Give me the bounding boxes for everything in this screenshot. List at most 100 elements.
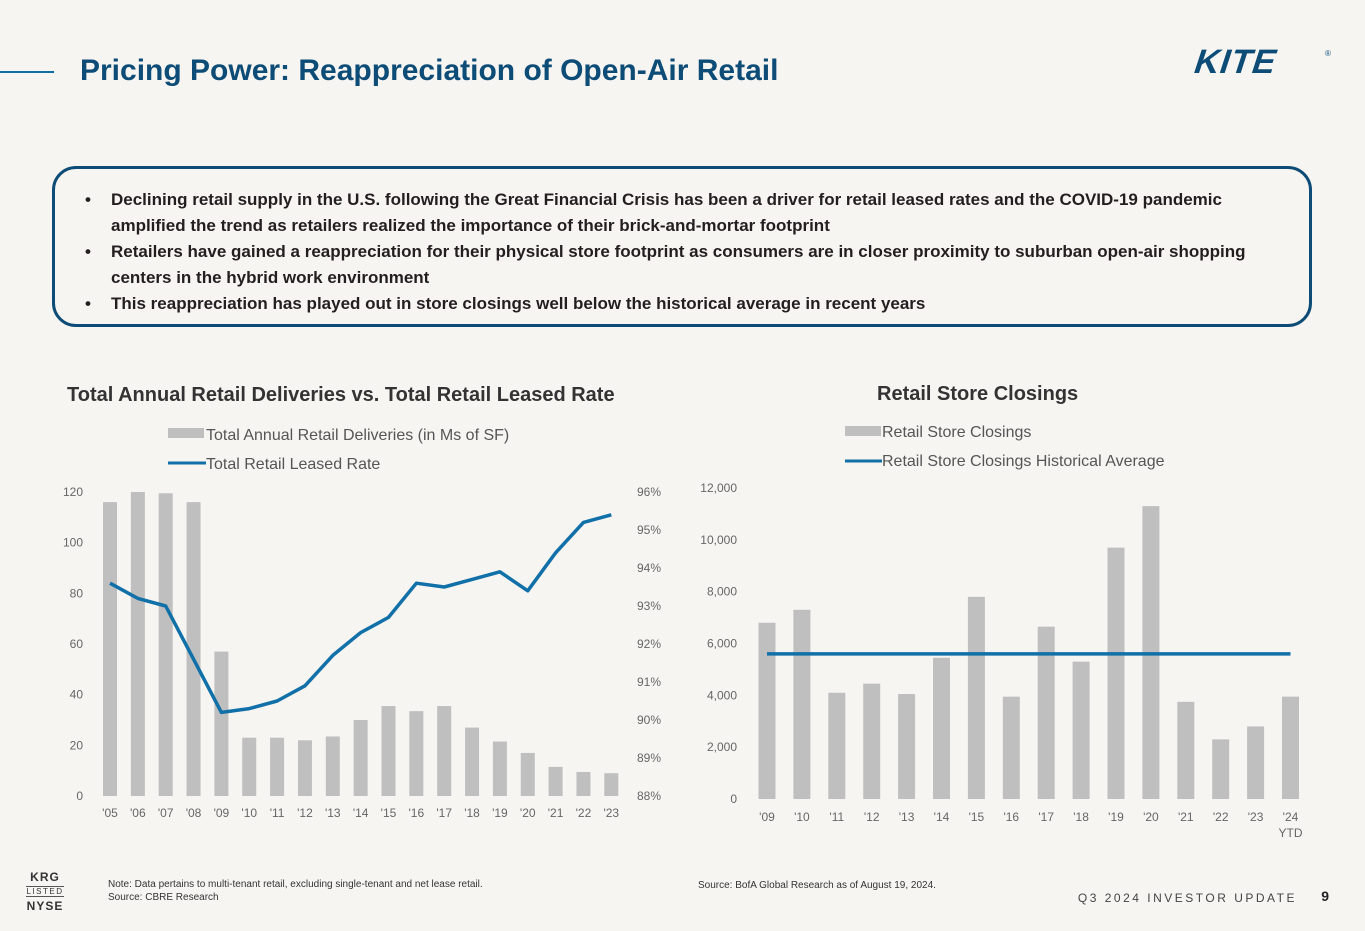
- right-axis-tick: 96%: [637, 485, 661, 499]
- closings-chart-title: Retail Store Closings: [877, 383, 1079, 405]
- legend-deliveries-label: Total Annual Retail Deliveries (in Ms of…: [206, 427, 509, 444]
- x-axis-label: '05: [102, 806, 118, 820]
- left-axis-tick: 20: [70, 738, 84, 752]
- closings-x-label: '10: [794, 810, 810, 824]
- closings-bar: [1002, 696, 1020, 799]
- x-axis-label: '13: [325, 806, 341, 820]
- x-axis-label: '14: [353, 806, 369, 820]
- closings-x-label: '16: [1003, 810, 1019, 824]
- deliveries-bar: [214, 651, 229, 796]
- closings-bar: [1177, 701, 1195, 799]
- legend-historical-average-label: Retail Store Closings Historical Average: [882, 453, 1165, 470]
- x-axis-label: '16: [409, 806, 425, 820]
- key-points-callout: Declining retail supply in the U.S. foll…: [52, 166, 1312, 327]
- deliveries-bar: [492, 741, 507, 796]
- closings-x-label: '11: [829, 810, 844, 824]
- deliveries-bar: [353, 720, 368, 796]
- leased-rate-line: [109, 513, 612, 715]
- right-chart-source: Source: BofA Global Research as of Augus…: [698, 880, 936, 891]
- closings-bar: [1072, 661, 1090, 799]
- x-axis-label: '11: [270, 806, 285, 820]
- closings-x-label: '21: [1178, 810, 1194, 824]
- deliveries-bar: [548, 766, 563, 796]
- closings-axis-tick: 6,000: [707, 637, 737, 651]
- left-axis-tick: 100: [63, 536, 83, 550]
- krg-ticker: KRG: [30, 870, 60, 884]
- closings-axis-tick: 10,000: [700, 533, 737, 547]
- x-axis-label: '06: [130, 806, 146, 820]
- deliveries-bar: [465, 727, 480, 796]
- closings-x-label: '24: [1283, 810, 1299, 824]
- closings-x-label: '22: [1213, 810, 1229, 824]
- legend-leased-rate-label: Total Retail Leased Rate: [206, 456, 380, 473]
- closings-bar: [828, 692, 846, 799]
- deliveries-bar: [381, 706, 396, 796]
- closings-x-label: '17: [1038, 810, 1054, 824]
- deliveries-chart-title: Total Annual Retail Deliveries vs. Total…: [67, 384, 615, 406]
- deliveries-bar: [242, 737, 257, 796]
- closings-bar: [967, 596, 985, 799]
- right-axis-tick: 94%: [637, 561, 661, 575]
- closings-axis-tick: 8,000: [707, 585, 737, 599]
- deliveries-bar: [130, 492, 145, 796]
- left-axis-tick: 120: [63, 485, 83, 499]
- krg-nyse-badge: KRG LISTED NYSE: [22, 870, 68, 913]
- x-axis-label: '08: [186, 806, 202, 820]
- left-axis-tick: 40: [70, 688, 84, 702]
- closings-x-label: '19: [1108, 810, 1124, 824]
- deliveries-bar: [325, 736, 340, 796]
- closings-x-label: '13: [899, 810, 915, 824]
- deliveries-bar: [437, 706, 452, 796]
- x-axis-label: '23: [603, 806, 619, 820]
- closings-x-label: '15: [969, 810, 985, 824]
- x-axis-label: '21: [548, 806, 564, 820]
- key-point-3: This reappreciation has played out in st…: [85, 291, 1275, 317]
- x-axis-label: '15: [381, 806, 397, 820]
- closings-bar: [1037, 626, 1055, 799]
- logo-text: KITE: [1189, 43, 1283, 78]
- logo-registered-mark: ®: [1325, 49, 1331, 58]
- closings-bar: [793, 609, 811, 799]
- deliveries-bar: [186, 502, 201, 796]
- closings-x-label: '18: [1073, 810, 1089, 824]
- left-axis-tick: 80: [70, 586, 84, 600]
- x-axis-label: '10: [241, 806, 257, 820]
- closings-x-label: '09: [759, 810, 775, 824]
- key-point-1: Declining retail supply in the U.S. foll…: [85, 187, 1275, 239]
- deliveries-bar: [520, 752, 535, 796]
- closings-x-sublabel: YTD: [1279, 826, 1303, 840]
- closings-x-label: '23: [1248, 810, 1264, 824]
- left-chart-notes: Note: Data pertains to multi-tenant reta…: [108, 878, 483, 904]
- closings-bar: [1107, 547, 1125, 799]
- footer-label: Q3 2024 INVESTOR UPDATE: [1077, 891, 1297, 905]
- x-axis-label: '07: [158, 806, 174, 820]
- right-axis-tick: 90%: [637, 713, 661, 727]
- deliveries-bar: [409, 711, 424, 796]
- closings-bar: [1212, 739, 1230, 799]
- closings-axis-tick: 2,000: [707, 740, 737, 754]
- closings-x-label: '14: [934, 810, 950, 824]
- title-accent-line: [0, 71, 54, 73]
- right-axis-tick: 95%: [637, 523, 661, 537]
- deliveries-bar: [158, 493, 173, 796]
- x-axis-label: '18: [464, 806, 480, 820]
- closings-bar: [898, 694, 916, 799]
- closings-bar: [933, 657, 950, 799]
- krg-exchange: NYSE: [26, 899, 64, 913]
- krg-listed: LISTED: [26, 886, 64, 897]
- key-point-2: Retailers have gained a reappreciation f…: [85, 239, 1275, 291]
- x-axis-label: '22: [576, 806, 592, 820]
- deliveries-bar: [297, 740, 312, 796]
- page-number: 9: [1321, 888, 1329, 904]
- x-axis-label: '17: [436, 806, 452, 820]
- legend-deliveries-swatch: [168, 428, 204, 438]
- deliveries-bar: [604, 773, 619, 796]
- closings-x-label: '20: [1143, 810, 1159, 824]
- right-axis-tick: 89%: [637, 751, 661, 765]
- left-axis-tick: 60: [70, 637, 84, 651]
- closings-axis-tick: 4,000: [707, 688, 737, 702]
- deliveries-bar: [576, 771, 591, 796]
- x-axis-label: '12: [297, 806, 313, 820]
- kite-logo: KITE ®: [1189, 43, 1331, 78]
